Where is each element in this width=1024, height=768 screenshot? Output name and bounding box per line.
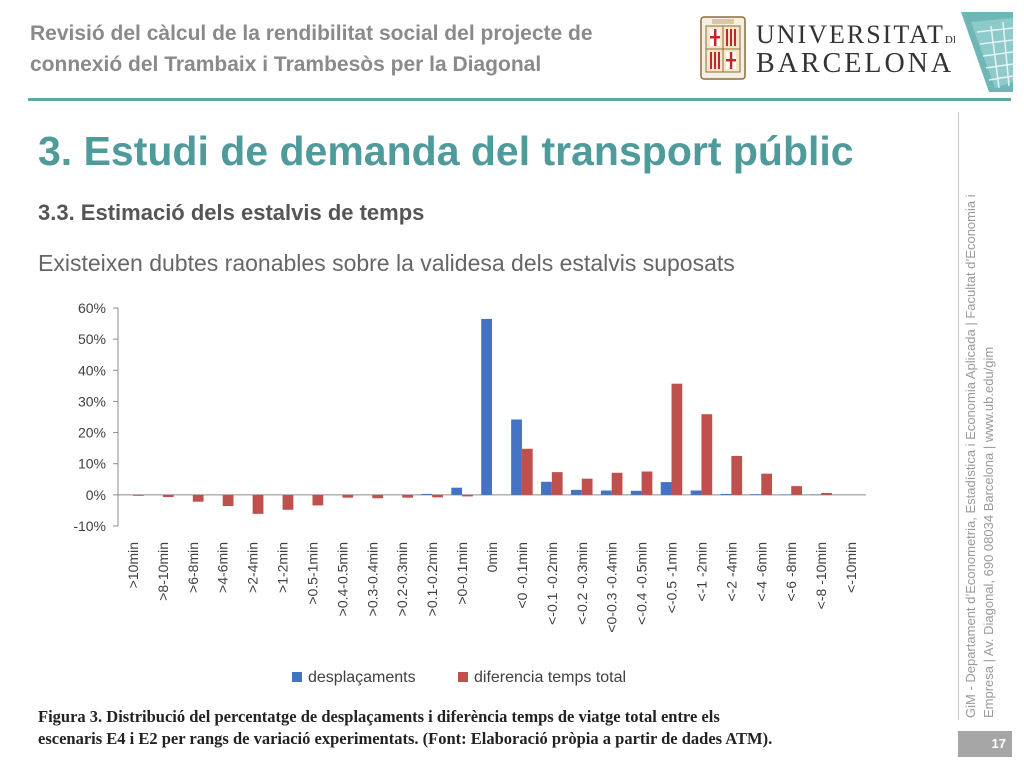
bar-desplacaments-18 bbox=[660, 482, 672, 495]
sidebar-line-1: GiM - Departament d’Econometria, Estadís… bbox=[963, 194, 978, 718]
sidebar-divider bbox=[958, 112, 959, 720]
y-tick-label: 40% bbox=[78, 362, 106, 378]
bar-diferencia-23 bbox=[821, 492, 832, 495]
bar-desplacaments-10 bbox=[421, 493, 433, 495]
legend-swatch-0 bbox=[292, 672, 302, 682]
bar-diferencia-7 bbox=[342, 494, 354, 498]
header-line-2: connexió del Trambaix i Trambesòs per la… bbox=[30, 53, 542, 76]
bar-diferencia-18 bbox=[671, 383, 683, 495]
x-tick-label: <-0.2 -0.3min bbox=[574, 542, 590, 625]
x-tick-label: <-1 -2min bbox=[693, 542, 709, 602]
y-tick-label: 30% bbox=[78, 393, 106, 409]
x-tick-label: >4-6min bbox=[215, 542, 231, 593]
y-tick-label: 0% bbox=[86, 487, 106, 503]
bar-desplacaments-14 bbox=[541, 481, 552, 495]
bar-desplacaments-21 bbox=[750, 494, 762, 495]
x-tick-label: <-6 -8min bbox=[783, 542, 799, 602]
y-tick-label: 60% bbox=[78, 300, 106, 316]
bar-desplacaments-13 bbox=[511, 419, 522, 495]
bar-diferencia-22 bbox=[791, 486, 802, 495]
legend-label-0: desplaçaments bbox=[308, 669, 416, 686]
slide-subtitle: 3.3. Estimació dels estalvis de temps bbox=[38, 200, 425, 225]
y-tick-label: 50% bbox=[78, 331, 106, 347]
bar-diferencia-8 bbox=[372, 494, 384, 499]
legend-label-1: diferencia temps total bbox=[474, 669, 626, 686]
bar-diferencia-21 bbox=[761, 473, 773, 495]
bar-diferencia-14 bbox=[551, 472, 563, 495]
x-tick-label: >0.5-1min bbox=[304, 542, 320, 605]
figure-caption: Figura 3. Distribució del percentatge de… bbox=[38, 706, 938, 750]
x-tick-label: >2-4min bbox=[245, 542, 261, 593]
legend-swatch-1 bbox=[458, 672, 468, 682]
x-tick-label: >0.4-0.5min bbox=[334, 542, 350, 616]
bar-diferencia-20 bbox=[731, 455, 743, 495]
bar-diferencia-10 bbox=[432, 494, 443, 498]
x-tick-label: >1-2min bbox=[275, 542, 291, 593]
logo-text-barcelona: BARCELONA bbox=[756, 48, 955, 79]
x-tick-label: <-10min bbox=[843, 542, 859, 593]
bar-diferencia-4 bbox=[252, 494, 264, 514]
bar-desplacaments-19 bbox=[690, 490, 702, 495]
x-tick-label: <-4 -6min bbox=[753, 542, 769, 602]
x-tick-label: <-0.1 -0.2min bbox=[544, 542, 560, 625]
bar-diferencia-3 bbox=[222, 494, 234, 507]
bar-diferencia-17 bbox=[641, 471, 653, 495]
bar-desplacaments-11 bbox=[451, 487, 463, 495]
bar-desplacaments-22 bbox=[780, 494, 792, 496]
x-tick-label: <-0.5 -1min bbox=[664, 542, 680, 613]
header-divider bbox=[28, 98, 1011, 101]
x-tick-label: <0-0.3 -0.4min bbox=[604, 542, 620, 633]
logo-text-university: UNIVERSITATDE bbox=[756, 20, 960, 49]
x-tick-label: <-0.4 -0.5min bbox=[634, 542, 650, 625]
presentation-header: Revisió del càlcul de la rendibilitat so… bbox=[30, 18, 650, 80]
building-photo-icon bbox=[955, 12, 1013, 92]
bar-diferencia-1 bbox=[162, 494, 174, 498]
x-tick-label: 0min bbox=[484, 542, 500, 572]
bar-chart: -10% 0% 10% 20% 30% 40% 50% 60% >10min >8-10min >6… bbox=[73, 300, 866, 686]
bar-diferencia-2 bbox=[192, 494, 204, 502]
x-tick-label: >0-0.1min bbox=[454, 542, 470, 605]
x-tick-label: <-8 -10min bbox=[813, 542, 829, 609]
bar-desplacaments-23 bbox=[810, 494, 822, 496]
sidebar-line-2: Empresa | Av. Diagonal, 690 08034 Barcel… bbox=[981, 346, 996, 718]
bar-desplacaments-16 bbox=[600, 490, 612, 495]
caption-line-1: Figura 3. Distribució del percentatge de… bbox=[38, 707, 720, 726]
slide-lead-text: Existeixen dubtes raonables sobre la val… bbox=[38, 250, 735, 276]
x-tick-label: >10min bbox=[125, 542, 141, 588]
bar-diferencia-16 bbox=[611, 472, 623, 495]
y-tick-label: 20% bbox=[78, 425, 106, 441]
bar-diferencia-11 bbox=[462, 494, 473, 497]
caption-line-2: escenaris E4 i E2 per rangs de variació … bbox=[38, 729, 773, 748]
slide-title: 3. Estudi de demanda del transport públi… bbox=[38, 128, 854, 174]
x-tick-label: >8-10min bbox=[155, 542, 171, 601]
bar-diferencia-9 bbox=[402, 494, 414, 498]
bar-diferencia-0 bbox=[132, 494, 144, 496]
x-tick-label: <-2 -4min bbox=[723, 542, 739, 602]
bar-desplacaments-20 bbox=[720, 493, 732, 495]
shield-icon bbox=[700, 16, 746, 80]
x-tick-label: >0.1-0.2min bbox=[424, 542, 440, 616]
university-logo: UNIVERSITATDE BARCELONA bbox=[700, 14, 960, 84]
bar-diferencia-15 bbox=[581, 478, 593, 495]
bar-desplacaments-15 bbox=[570, 489, 582, 495]
x-tick-label: <0 -0.1min bbox=[514, 542, 530, 609]
page-number: 17 bbox=[958, 731, 1012, 757]
bar-diferencia-6 bbox=[312, 494, 324, 506]
x-tick-label: >6-8min bbox=[185, 542, 201, 593]
y-tick-label: -10% bbox=[73, 518, 106, 534]
header-line-1: Revisió del càlcul de la rendibilitat so… bbox=[30, 22, 593, 45]
bar-desplacaments-12 bbox=[481, 318, 492, 495]
bar-diferencia-19 bbox=[701, 414, 713, 495]
y-tick-label: 10% bbox=[78, 456, 106, 472]
x-tick-label: >0.2-0.3min bbox=[394, 542, 410, 616]
x-tick-label: >0.3-0.4min bbox=[364, 542, 380, 616]
bar-diferencia-13 bbox=[521, 448, 533, 495]
bar-desplacaments-17 bbox=[630, 490, 642, 495]
bar-diferencia-5 bbox=[282, 494, 294, 510]
sidebar-footer-text: GiM - Departament d’Econometria, Estadís… bbox=[962, 118, 998, 718]
